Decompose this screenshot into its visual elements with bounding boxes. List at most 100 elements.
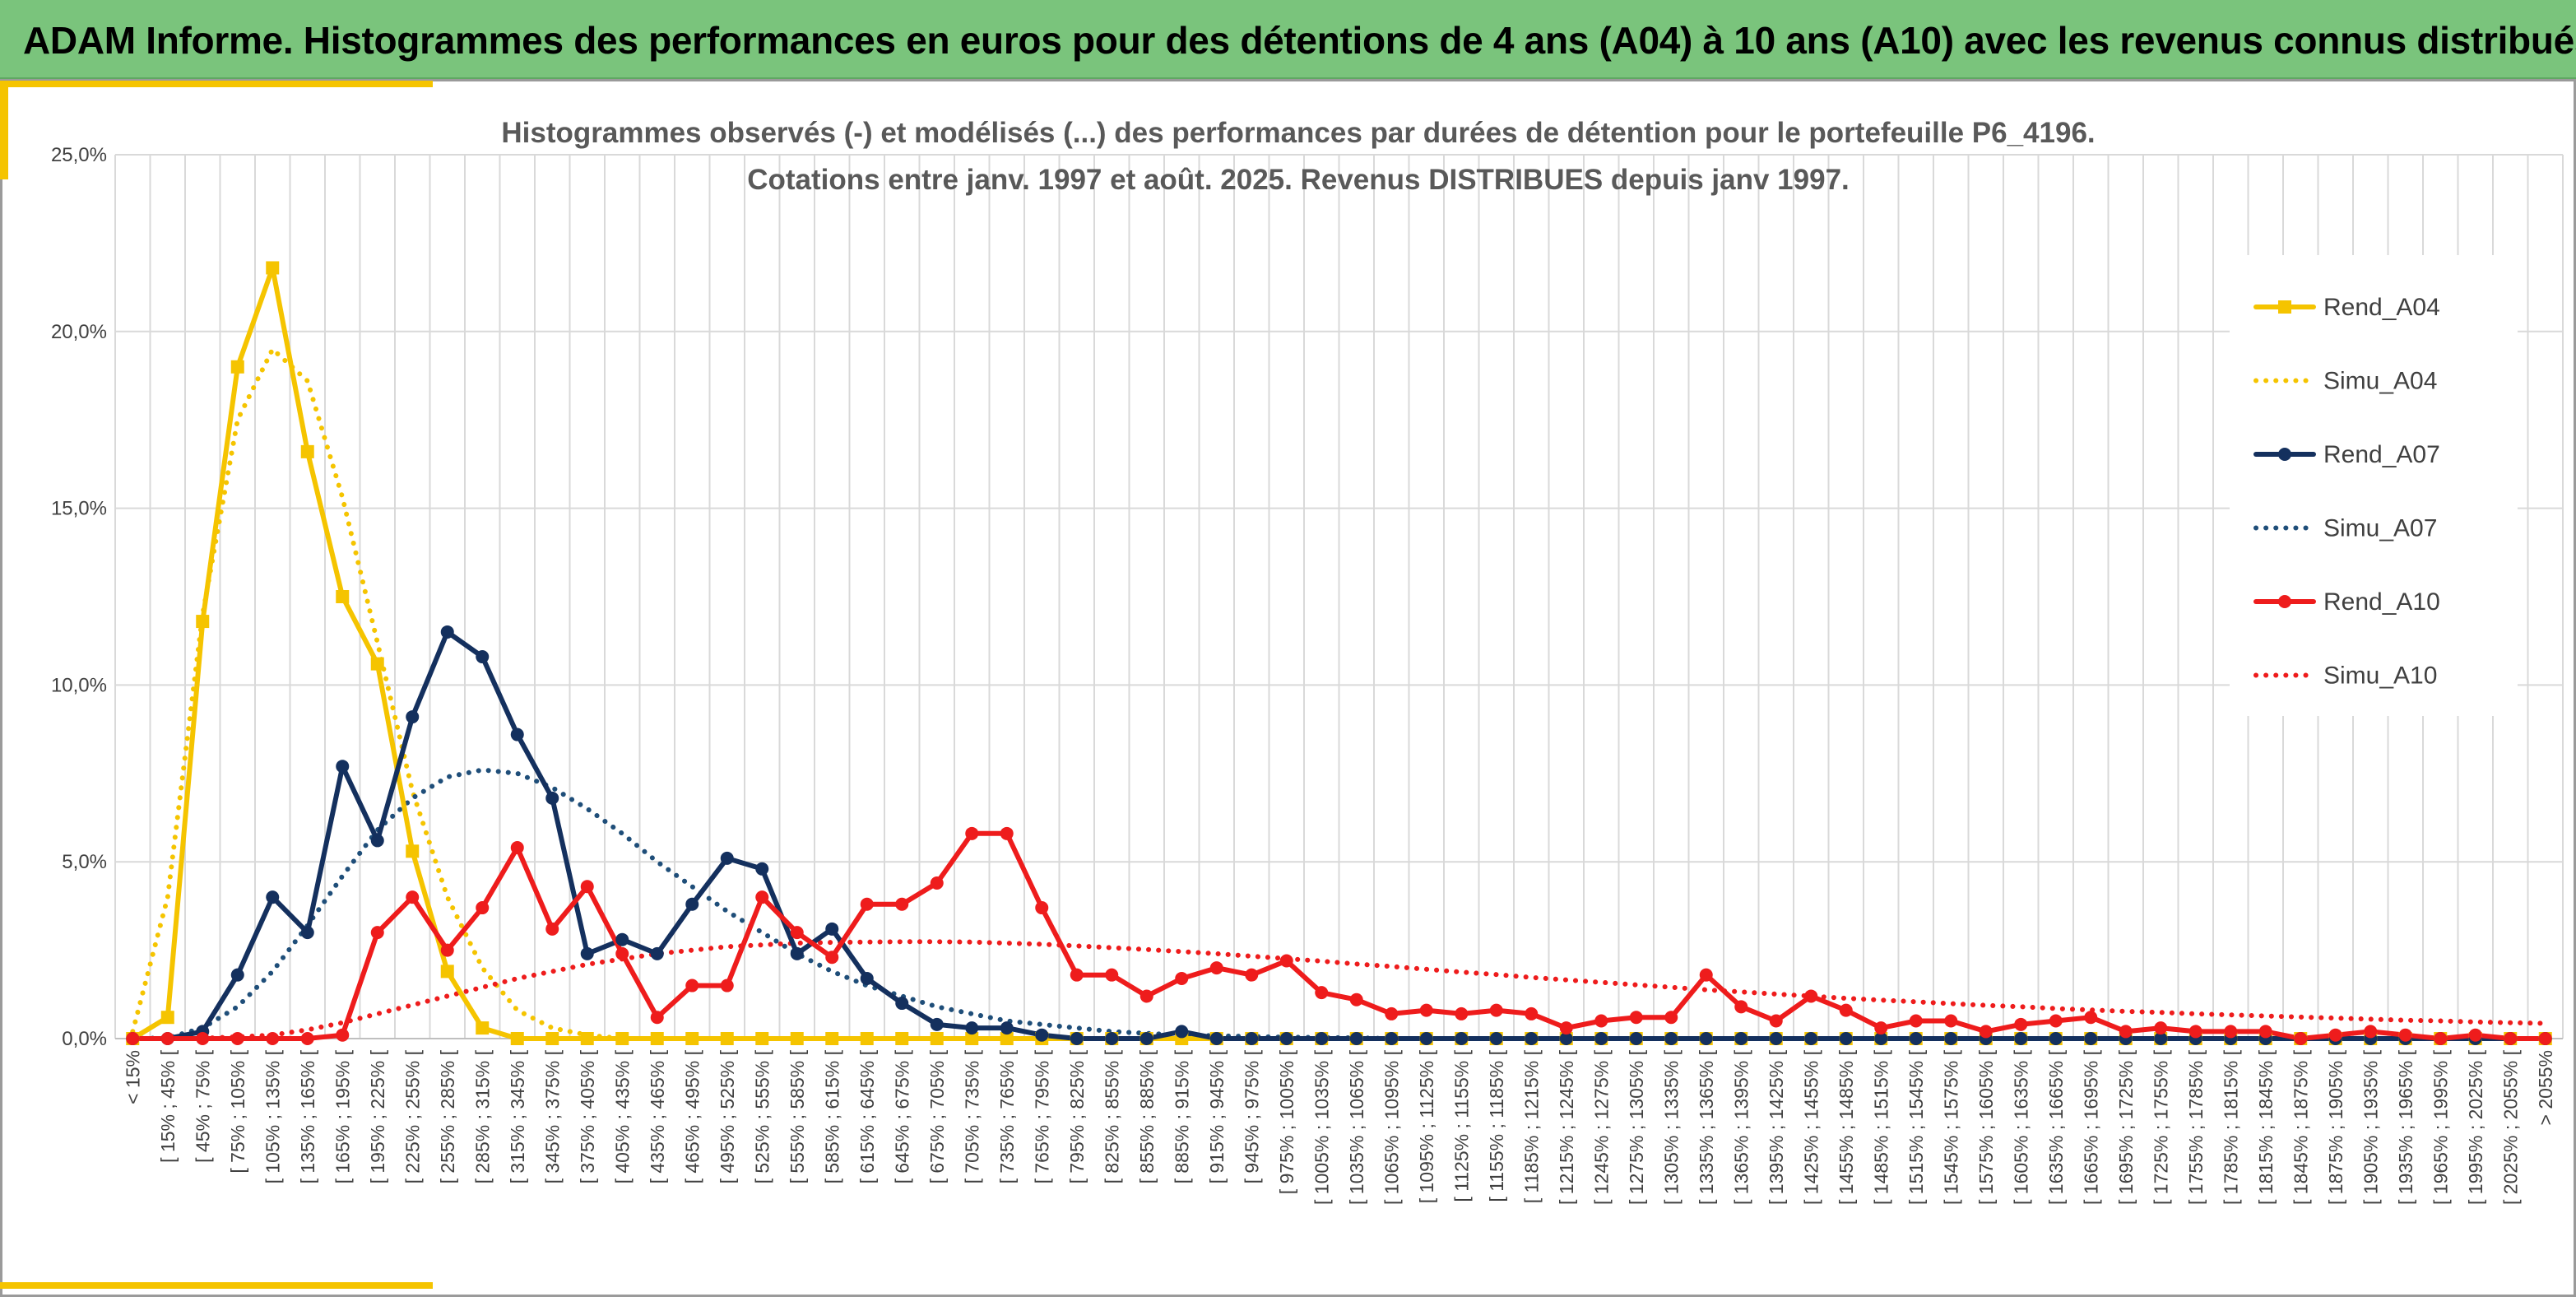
x-tick-label: [ 1215% ; 1245% [ [1556, 1049, 1577, 1205]
data-point-rend_a07 [1944, 1032, 1958, 1045]
series-line-rend_a10 [130, 830, 2548, 1041]
data-point-rend_a07 [2049, 1032, 2063, 1045]
data-point-rend_a04 [300, 444, 314, 458]
data-point-rend_a07 [650, 946, 664, 960]
data-point-rend_a07 [580, 946, 594, 960]
x-tick-label: < 15% [122, 1050, 143, 1104]
x-tick-label: [ 1695% ; 1725% [ [2115, 1049, 2137, 1205]
data-point-rend_a10 [2049, 1014, 2063, 1028]
x-tick-label: [ 1845% ; 1875% [ [2290, 1049, 2311, 1205]
data-point-rend_a10 [615, 946, 629, 960]
data-point-rend_a10 [2119, 1025, 2133, 1039]
series-line-simu_a10 [130, 939, 2548, 1041]
x-tick-label: [ 1065% ; 1095% [ [1381, 1049, 1402, 1205]
y-tick-label: 25,0% [51, 144, 107, 166]
data-point-rend_a10 [1419, 1003, 1433, 1017]
data-point-rend_a10 [266, 1032, 280, 1045]
data-point-rend_a07 [825, 922, 839, 936]
data-point-rend_a10 [580, 880, 594, 894]
data-point-rend_a07 [545, 791, 559, 805]
data-point-rend_a10 [1245, 968, 1259, 982]
data-point-rend_a07 [1699, 1032, 1713, 1045]
data-point-rend_a10 [2188, 1025, 2202, 1039]
data-point-rend_a07 [1175, 1025, 1189, 1039]
data-point-rend_a10 [370, 926, 384, 940]
data-point-rend_a07 [1105, 1032, 1119, 1045]
data-point-rend_a10 [1874, 1021, 1888, 1035]
legend-label-rend_a10: Rend_A10 [2323, 588, 2440, 616]
data-point-rend_a10 [1769, 1014, 1783, 1028]
data-point-rend_a07 [1804, 1032, 1818, 1045]
data-point-rend_a10 [2084, 1011, 2098, 1025]
legend-label-rend_a07: Rend_A07 [2323, 441, 2440, 468]
data-point-rend_a07 [1874, 1032, 1888, 1045]
data-point-rend_a04 [965, 1032, 979, 1045]
x-tick-label: [ 735% ; 765% [ [996, 1049, 1018, 1183]
data-point-rend_a07 [1594, 1032, 1608, 1045]
x-tick-label: [ 195% ; 225% [ [367, 1049, 388, 1183]
data-point-rend_a07 [1559, 1032, 1573, 1045]
x-tick-label: [ 1935% ; 1965% [ [2395, 1049, 2416, 1205]
accent-bar-left [0, 81, 8, 179]
data-point-rend_a07 [1000, 1021, 1014, 1035]
x-tick-label: [ 1365% ; 1395% [ [1730, 1049, 1752, 1205]
data-point-rend_a04 [685, 1032, 699, 1045]
x-tick-label: [ 2025% ; 2055% [ [2499, 1049, 2521, 1205]
data-point-rend_a07 [300, 926, 314, 940]
data-point-rend_a07 [406, 710, 420, 724]
data-point-rend_a04 [790, 1032, 804, 1045]
x-tick-label: [ 1425% ; 1455% [ [1800, 1049, 1822, 1205]
axes: 0,0% 5,0% 10,0% 15,0% 20,0% 25,0% < 15% [ 15% ;… [51, 144, 2563, 1205]
x-tick-label: [ 1635% ; 1665% [ [2045, 1049, 2067, 1205]
data-point-rend_a10 [1489, 1003, 1503, 1017]
data-point-rend_a10 [965, 826, 979, 840]
data-point-rend_a07 [370, 834, 384, 848]
data-point-rend_a07 [1489, 1032, 1503, 1045]
data-point-rend_a07 [230, 968, 244, 982]
data-point-rend_a07 [1139, 1032, 1153, 1045]
data-point-rend_a10 [476, 901, 490, 915]
x-tick-label: [ 945% ; 975% [ [1241, 1049, 1262, 1183]
legend-marker-rend_a07 [2278, 448, 2291, 461]
series-line-rend_a07 [130, 630, 2548, 1041]
data-point-rend_a07 [1245, 1032, 1259, 1045]
x-tick-label: [ 285% ; 315% [ [471, 1049, 493, 1183]
x-tick-label: [ 705% ; 735% [ [961, 1049, 982, 1183]
legend-marker-rend_a04 [2278, 300, 2291, 314]
x-tick-label: [ 1755% ; 1785% [ [2185, 1049, 2207, 1205]
x-tick-label: [ 1185% ; 1215% [ [1520, 1049, 1542, 1203]
data-point-rend_a07 [1664, 1032, 1678, 1045]
data-point-rend_a07 [1315, 1032, 1329, 1045]
data-point-rend_a10 [1455, 1006, 1469, 1020]
data-point-rend_a04 [580, 1032, 594, 1045]
x-tick-label: [ 1305% ; 1335% [ [1660, 1049, 1682, 1205]
data-point-rend_a07 [510, 728, 524, 741]
y-tick-label: 10,0% [51, 674, 107, 696]
legend: Rend_A04 Simu_A04 Rend_A07 Simu_A07 Rend_A10… [2253, 294, 2440, 690]
data-point-rend_a10 [1209, 961, 1223, 975]
data-point-rend_a10 [2364, 1025, 2378, 1039]
data-point-rend_a07 [685, 897, 699, 911]
x-tick-label: [ 1005% ; 1035% [ [1311, 1049, 1332, 1205]
data-point-rend_a04 [1000, 1032, 1014, 1045]
data-point-rend_a10 [2224, 1025, 2238, 1039]
x-tick-label: [ 1725% ; 1755% [ [2150, 1049, 2171, 1205]
x-tick-label: [ 345% ; 375% [ [541, 1049, 563, 1183]
x-tick-label: [ 1575% ; 1605% [ [1975, 1049, 1997, 1205]
y-tick-label: 15,0% [51, 498, 107, 520]
data-point-rend_a04 [720, 1032, 734, 1045]
x-tick-label: [ 225% ; 255% [ [401, 1049, 423, 1183]
data-point-rend_a10 [930, 876, 944, 890]
data-point-rend_a07 [1839, 1032, 1853, 1045]
data-point-rend_a04 [860, 1032, 874, 1045]
data-point-rend_a10 [825, 951, 839, 965]
chart-subtitle: Cotations entre janv. 1997 et août. 2025… [747, 164, 1850, 196]
x-tick-label: [ 75% ; 105% [ [227, 1049, 248, 1173]
x-tick-label: [ 315% ; 345% [ [507, 1049, 528, 1183]
data-point-rend_a10 [1349, 993, 1363, 1006]
data-point-rend_a10 [2258, 1025, 2272, 1039]
x-tick-label: [ 555% ; 585% [ [787, 1049, 808, 1183]
x-tick-label: [ 1605% ; 1635% [ [2010, 1049, 2031, 1205]
series [130, 265, 2548, 1041]
